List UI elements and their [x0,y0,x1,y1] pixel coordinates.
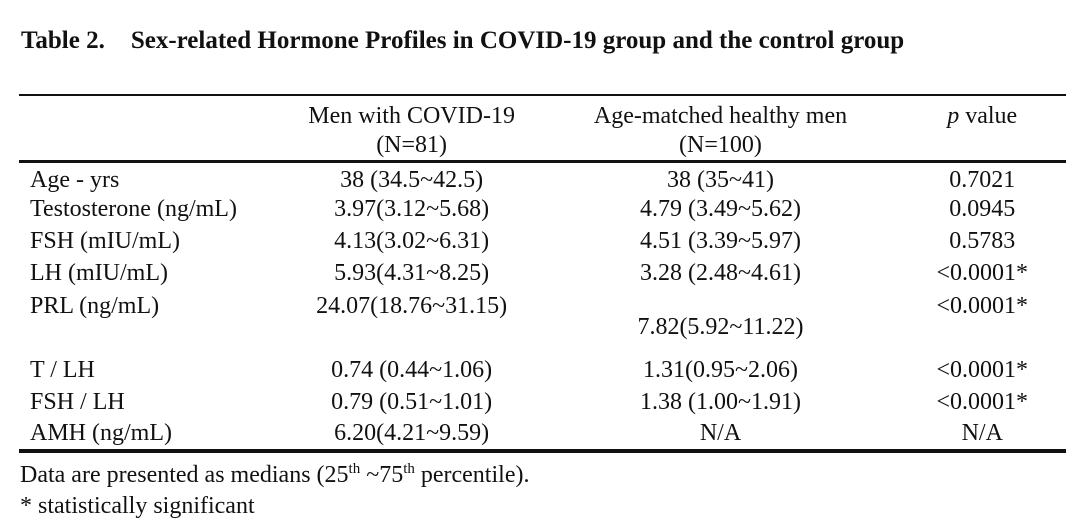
healthy-value-cell: 7.82(5.92~11.22) [637,313,804,340]
healthy-value-cell: 3.28 (2.48~4.61) [640,259,801,286]
table-row-prl: PRL (ng/mL) 24.07(18.76~31.15) 7.82(5.92… [19,290,1066,355]
p-symbol: p [947,103,960,129]
covid-value-cell: 4.13(3.02~6.31) [334,227,490,254]
covid-group-n: (N=81) [376,132,448,158]
p-value-cell: <0.0001* [936,356,1028,383]
p-value-word: value [959,103,1018,129]
table-header: Men with COVID-19 (N=81) Age-matched hea… [19,95,1066,163]
superscript-th: th [403,460,415,477]
table-row-age: Age - yrs 38 (34.5~42.5) 38 (35~41) 0.70… [19,162,1066,194]
row-label-cell: AMH (ng/mL) [30,419,172,446]
row-label-cell: PRL (ng/mL) [30,292,160,319]
healthy-value-cell: 1.31(0.95~2.06) [643,356,798,383]
header-row: Men with COVID-19 (N=81) Age-matched hea… [19,95,1066,163]
p-value-cell: <0.0001* [936,259,1028,286]
footnote-significance: * statistically significant [20,492,255,519]
header-empty-cell [19,95,281,163]
healthy-value-cell: 4.79 (3.49~5.62) [640,195,801,222]
covid-value-cell: 24.07(18.76~31.15) [316,292,508,319]
row-label-cell: FSH / LH [30,388,125,415]
table-row-testosterone: Testosterone (ng/mL) 3.97(3.12~5.68) 4.7… [19,194,1066,226]
covid-group-label: Men with COVID-19 [308,103,515,129]
p-value-cell: N/A [961,419,1003,446]
control-group-label: Age-matched healthy men [593,103,848,129]
table-row-amh: AMH (ng/mL) 6.20(4.21~9.59) N/A N/A [19,419,1066,451]
footnote-text-part: ~75 [360,461,404,488]
healthy-value-cell: N/A [699,419,742,446]
hormone-profiles-table: Men with COVID-19 (N=81) Age-matched hea… [19,94,1066,453]
table-caption: Table 2. Sex-related Hormone Profiles in … [0,26,1080,56]
covid-value-cell: 0.74 (0.44~1.06) [331,356,493,383]
row-label-cell: T / LH [30,356,95,383]
healthy-value-cell: 4.51 (3.39~5.97) [640,227,801,254]
p-value-cell: 0.5783 [949,227,1016,254]
healthy-value-cell: 38 (35~41) [667,167,774,194]
p-value-cell: 0.0945 [949,195,1016,222]
table-body: Age - yrs 38 (34.5~42.5) 38 (35~41) 0.70… [19,162,1066,451]
footnote-text-part: Data are presented as medians (25 [20,461,349,488]
table-footnotes: Data are presented as medians (25th ~75t… [0,460,1080,522]
p-value-cell: <0.0001* [936,388,1028,415]
covid-value-cell: 0.79 (0.51~1.01) [331,388,493,415]
covid-value-cell: 3.97(3.12~5.68) [334,195,490,222]
header-control-group: Age-matched healthy men (N=100) [542,95,899,163]
table-number: Table 2. [21,27,105,54]
header-p-value: p value [898,95,1066,163]
table-row-fsh-lh-ratio: FSH / LH 0.79 (0.51~1.01) 1.38 (1.00~1.9… [19,387,1066,419]
table-row-fsh: FSH (mIU/mL) 4.13(3.02~6.31) 4.51 (3.39~… [19,226,1066,258]
table-title-text: Sex-related Hormone Profiles in COVID-19… [130,27,905,54]
covid-value-cell: 38 (34.5~42.5) [340,167,484,194]
footnote-text-part: percentile). [414,461,530,488]
table-row-t-lh-ratio: T / LH 0.74 (0.44~1.06) 1.31(0.95~2.06) … [19,355,1066,387]
p-value-cell: <0.0001* [936,292,1028,319]
covid-value-cell: 5.93(4.31~8.25) [334,259,490,286]
header-covid-group: Men with COVID-19 (N=81) [280,95,543,163]
superscript-th: th [348,460,361,477]
row-label-cell: Age - yrs [30,167,120,194]
healthy-value-cell: 1.38 (1.00~1.91) [640,388,801,415]
control-group-n: (N=100) [679,132,762,158]
p-value-cell: 0.7021 [949,167,1016,194]
covid-value-cell: 6.20(4.21~9.59) [334,419,490,446]
row-label-cell: FSH (mIU/mL) [30,227,180,254]
footnote-medians: Data are presented as medians (25th ~75t… [20,460,1080,491]
table-row-lh: LH (mIU/mL) 5.93(4.31~8.25) 3.28 (2.48~4… [19,258,1066,290]
row-label-cell: LH (mIU/mL) [30,259,168,286]
row-label-cell: Testosterone (ng/mL) [30,195,237,222]
